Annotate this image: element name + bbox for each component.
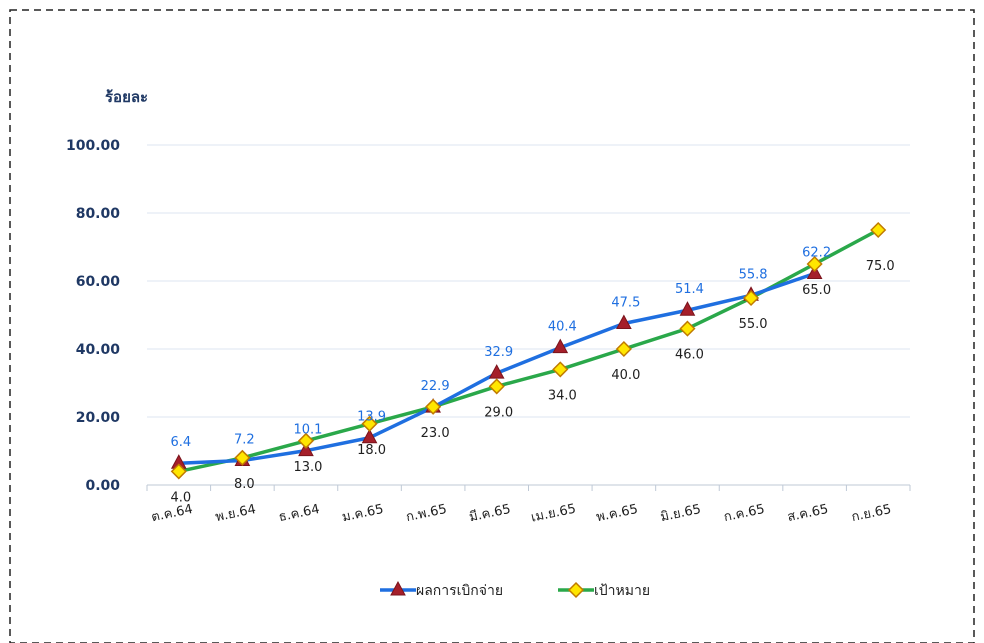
y-axis-label: ร้อยละ [105,88,148,106]
legend-label: เป้าหมาย [594,583,650,599]
x-axis: ต.ค.64 พ.ย.64 ธ.ค.64 ม.ค.65 ก.พ.65 มี.ค.65 เม.… [146,485,911,526]
data-label-target: 23.0 [421,426,450,441]
diamond-marker [488,378,505,395]
y-tick-label: 60.00 [76,274,121,290]
data-label-target: 46.0 [675,348,704,363]
data-label-actual: 10.1 [293,423,322,438]
y-tick-label: 40.00 [76,342,121,358]
gridlines [147,144,910,486]
triangle-marker [390,580,406,596]
y-tick-label: 0.00 [85,478,120,494]
x-tick-label: ส.ค.65 [786,502,830,525]
data-label-target: 8.0 [234,477,255,492]
x-tick-label: พ.ย.64 [214,502,257,525]
x-tick-label: พ.ค.65 [595,502,639,525]
legend-item-0: ผลการเบิกจ่าย [380,580,503,599]
diamond-marker [806,255,823,273]
data-label-actual: 55.8 [739,267,768,282]
triangle-marker [616,314,632,329]
y-tick-labels: 0.00 20.00 40.00 60.00 80.00 100.00 [66,138,120,494]
series-line-1 [178,228,880,474]
x-tick-label: ก.ย.65 [850,502,893,525]
x-tick-label: ม.ค.65 [341,502,385,525]
triangle-marker [298,441,314,457]
y-tick-label: 20.00 [76,410,121,426]
legend: ผลการเบิกจ่าย เป้าหมาย [380,580,650,599]
diamond-marker [297,432,315,449]
diamond-marker [234,449,251,466]
triangle-marker [679,301,696,316]
data-label-target: 75.0 [866,259,895,274]
x-tick-label: มี.ค.65 [468,501,512,525]
data-label-actual: 32.9 [484,345,513,360]
data-label-actual: 7.2 [234,433,255,448]
data-label-target: 18.0 [357,443,386,458]
x-tick-label: ก.ค.65 [723,502,767,525]
x-tick-label: เม.ย.65 [530,502,578,526]
diamond-marker [552,361,569,378]
x-tick-label: ก.พ.65 [405,502,448,525]
data-label-actual: 13.9 [357,410,386,425]
data-label-actual: 6.4 [170,435,191,450]
triangle-marker [552,338,569,354]
data-label-target: 29.0 [484,405,513,420]
data-label-target: 4.0 [170,490,191,505]
legend-label: ผลการเบิกจ่าย [416,583,503,599]
data-label-actual: 47.5 [611,296,640,311]
diamond-marker [567,581,585,599]
triangle-marker [361,428,378,444]
x-tick-label: ธ.ค.64 [277,502,321,525]
legend-item-1: เป้าหมาย [558,581,650,599]
diamond-marker [615,340,632,358]
series-group: 6.4 7.2 10.1 13.9 22.9 32.9 40.4 47.5 51.4 55.8 62… [170,221,895,505]
data-label-actual: 51.4 [675,282,704,297]
diamond-marker [170,463,187,480]
data-label-target: 65.0 [802,283,831,298]
triangle-marker [488,364,505,379]
diamond-marker [361,415,378,432]
data-label-actual: 62.2 [802,246,831,261]
data-label-actual: 22.9 [421,379,450,394]
data-label-actual: 40.4 [548,320,577,335]
x-tick-label: มิ.ย.65 [659,502,702,525]
data-label-target: 40.0 [611,368,640,383]
diamond-marker [870,221,887,239]
data-label-target: 55.0 [739,317,768,332]
y-tick-label: 80.00 [76,206,121,222]
diamond-marker [742,289,760,307]
data-label-target: 13.0 [293,460,322,475]
diamond-marker [679,320,696,337]
dashed-border [9,9,975,643]
data-label-target: 34.0 [548,388,577,403]
diamond-marker [425,398,442,415]
y-tick-label: 100.00 [66,138,120,154]
